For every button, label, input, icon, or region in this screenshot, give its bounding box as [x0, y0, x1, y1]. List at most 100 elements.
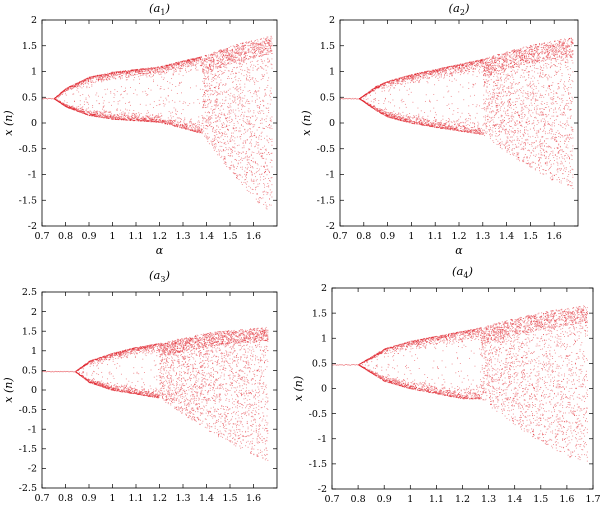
data-point [84, 78, 86, 80]
data-point [157, 68, 159, 70]
data-point [257, 64, 259, 65]
data-point [240, 159, 242, 161]
data-point [131, 73, 133, 75]
data-point [216, 129, 218, 131]
data-point [168, 122, 170, 124]
data-point [216, 95, 218, 97]
data-point [60, 93, 62, 95]
data-point [140, 73, 142, 74]
data-point [247, 166, 249, 168]
data-point [151, 119, 153, 121]
data-point [379, 110, 381, 112]
data-point [57, 100, 59, 102]
data-point [72, 84, 74, 86]
data-point [178, 64, 180, 66]
data-point [208, 57, 210, 59]
data-point [266, 139, 268, 141]
data-point [250, 51, 251, 53]
data-point [102, 114, 103, 116]
data-point [243, 181, 245, 183]
data-point [161, 114, 163, 116]
data-point [244, 52, 246, 54]
data-point [234, 137, 236, 139]
data-point [250, 61, 251, 63]
data-point [222, 84, 224, 86]
data-point [234, 53, 236, 55]
data-point [220, 79, 222, 81]
data-point [255, 180, 257, 182]
data-point [133, 69, 135, 71]
data-point [227, 56, 228, 58]
data-point [377, 110, 379, 112]
data-point [80, 110, 82, 112]
data-point [374, 106, 376, 108]
data-point [255, 119, 257, 121]
data-point [88, 113, 90, 114]
data-point [130, 104, 131, 106]
data-point [146, 69, 148, 71]
data-point [148, 68, 149, 70]
data-point [236, 62, 238, 64]
data-point [238, 71, 240, 73]
data-point [264, 53, 265, 55]
data-point [250, 170, 252, 172]
data-point [251, 42, 253, 44]
data-point [63, 102, 65, 104]
data-point [245, 121, 247, 123]
data-point [267, 79, 269, 81]
data-point [238, 152, 240, 154]
data-point [202, 63, 204, 65]
data-point [72, 86, 74, 88]
data-point [234, 55, 236, 57]
data-point [102, 74, 104, 75]
data-point [241, 46, 242, 48]
data-point [73, 84, 75, 86]
data-point [99, 114, 101, 116]
data-point [72, 109, 74, 110]
data-point [171, 68, 173, 70]
data-point [264, 162, 266, 164]
data-point [153, 119, 154, 120]
data-point [76, 110, 78, 112]
data-point [257, 147, 259, 149]
data-point [253, 183, 255, 185]
data-point [222, 83, 224, 85]
data-point [77, 86, 79, 87]
data-point [241, 157, 242, 159]
data-point [207, 72, 209, 74]
data-point [255, 198, 257, 200]
data-point [229, 95, 231, 97]
data-point [236, 56, 238, 58]
data-point [168, 65, 170, 66]
data-point [386, 81, 388, 83]
data-point [222, 108, 224, 110]
data-point [267, 51, 269, 53]
data-point [211, 106, 213, 107]
data-point [223, 64, 225, 66]
data-point [251, 60, 253, 62]
data-point [92, 76, 94, 78]
data-point [269, 61, 270, 63]
data-point [381, 113, 383, 115]
data-point [58, 94, 60, 96]
data-point [109, 112, 111, 113]
data-point [89, 113, 91, 115]
data-point [172, 63, 174, 64]
data-point [222, 62, 224, 64]
data-point [149, 117, 151, 119]
data-point [163, 120, 165, 122]
data-point [250, 56, 251, 58]
data-point [244, 86, 246, 88]
data-point [255, 48, 257, 49]
data-point [205, 65, 207, 67]
data-point [131, 118, 133, 120]
data-point [191, 123, 193, 125]
data-point [252, 42, 254, 44]
data-point [232, 132, 234, 134]
data-point [65, 88, 66, 90]
data-point [203, 130, 205, 132]
data-point [213, 135, 215, 136]
data-point [222, 93, 224, 95]
data-point [85, 97, 87, 99]
data-point [369, 105, 371, 107]
